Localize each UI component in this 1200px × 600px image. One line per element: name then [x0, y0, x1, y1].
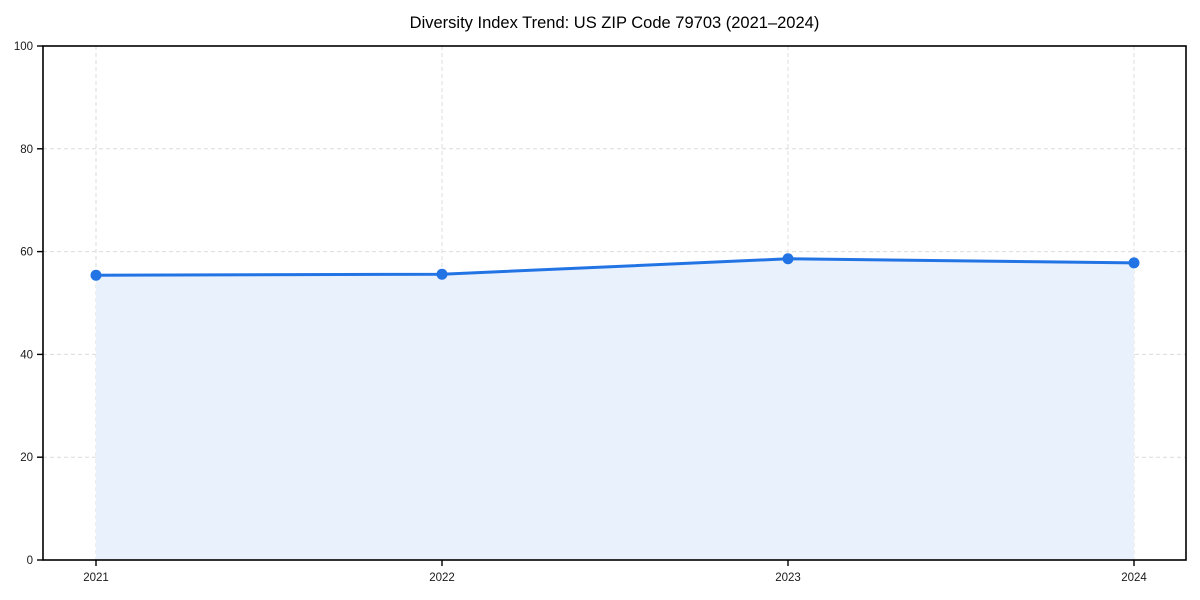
data-point-marker [436, 268, 448, 280]
data-point-marker [1128, 257, 1140, 269]
plot-border [42, 45, 1187, 561]
data-point-marker [782, 253, 794, 265]
y-tick-label: 40 [20, 349, 33, 361]
data-point-marker [90, 269, 102, 281]
x-tick-label: 2023 [775, 572, 801, 584]
y-tick-label: 60 [20, 247, 33, 259]
y-tick-label: 20 [20, 452, 33, 464]
y-tick-label: 100 [14, 41, 33, 53]
y-tick-label: 0 [27, 555, 33, 567]
chart-title: Diversity Index Trend: US ZIP Code 79703… [409, 14, 820, 32]
x-tick-label: 2022 [429, 572, 455, 584]
y-tick-label: 80 [20, 144, 33, 156]
trend-line [94, 257, 1136, 277]
area-fill [96, 258, 1134, 560]
x-tick-label: 2021 [83, 572, 109, 584]
x-tick-label: 2024 [1121, 572, 1147, 584]
